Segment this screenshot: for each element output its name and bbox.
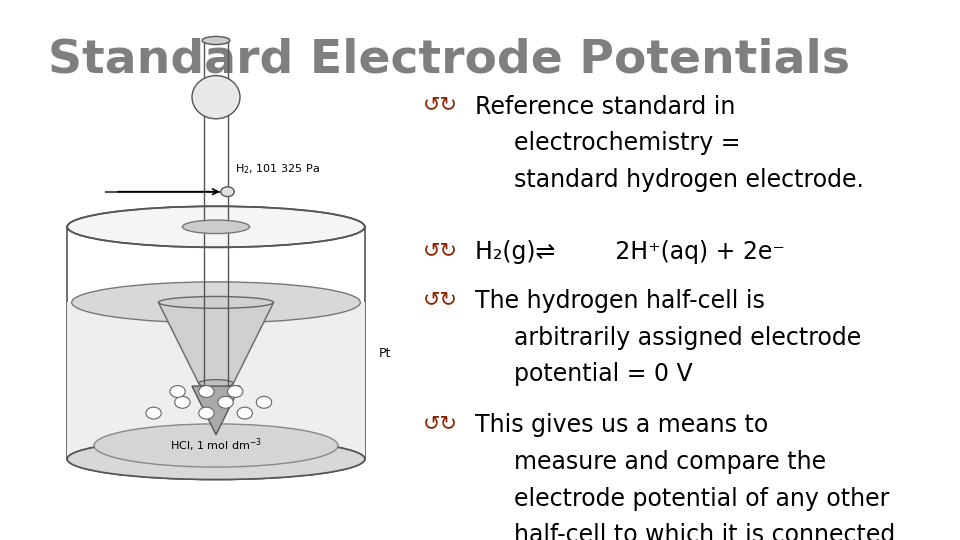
Ellipse shape (221, 187, 234, 197)
Text: electrochemistry =: electrochemistry = (514, 131, 740, 155)
Text: ↺↻: ↺↻ (422, 289, 457, 309)
Text: measure and compare the: measure and compare the (514, 450, 826, 474)
Ellipse shape (182, 220, 250, 233)
Ellipse shape (218, 396, 233, 408)
Ellipse shape (170, 386, 185, 397)
Ellipse shape (203, 36, 229, 45)
Text: arbitrarily assigned electrode: arbitrarily assigned electrode (514, 326, 861, 349)
Ellipse shape (146, 407, 161, 419)
Ellipse shape (256, 396, 272, 408)
Ellipse shape (199, 386, 214, 397)
Text: ↺↻: ↺↻ (422, 94, 457, 114)
Polygon shape (158, 302, 274, 383)
Text: electrode potential of any other: electrode potential of any other (514, 487, 889, 510)
Text: potential = 0 V: potential = 0 V (514, 362, 692, 386)
Text: H₂(g)⇌        2H⁺(aq) + 2e⁻: H₂(g)⇌ 2H⁺(aq) + 2e⁻ (475, 240, 785, 264)
Text: standard hydrogen electrode.: standard hydrogen electrode. (514, 168, 863, 192)
Ellipse shape (228, 386, 243, 397)
Ellipse shape (67, 438, 365, 480)
Ellipse shape (199, 407, 214, 419)
Ellipse shape (94, 424, 338, 467)
Bar (67, 302, 365, 459)
Text: The hydrogen half-cell is: The hydrogen half-cell is (475, 289, 765, 313)
Ellipse shape (237, 407, 252, 419)
Ellipse shape (158, 296, 274, 308)
Text: HCl, 1 mol dm$^{-3}$: HCl, 1 mol dm$^{-3}$ (170, 437, 262, 454)
Polygon shape (192, 386, 240, 435)
Text: Pt: Pt (379, 347, 392, 360)
Text: ↺↻: ↺↻ (422, 413, 457, 433)
Text: half-cell to which it is connected: half-cell to which it is connected (514, 523, 895, 540)
Ellipse shape (192, 76, 240, 119)
Ellipse shape (72, 282, 360, 323)
Ellipse shape (67, 438, 365, 480)
Text: This gives us a means to: This gives us a means to (475, 413, 768, 437)
Ellipse shape (67, 206, 365, 247)
Text: H$_2$, 101 325 Pa: H$_2$, 101 325 Pa (235, 161, 320, 176)
Text: Reference standard in: Reference standard in (475, 94, 735, 118)
Ellipse shape (175, 396, 190, 408)
Text: ↺↻: ↺↻ (422, 240, 457, 260)
Ellipse shape (199, 380, 233, 387)
Text: Standard Electrode Potentials: Standard Electrode Potentials (48, 38, 850, 83)
